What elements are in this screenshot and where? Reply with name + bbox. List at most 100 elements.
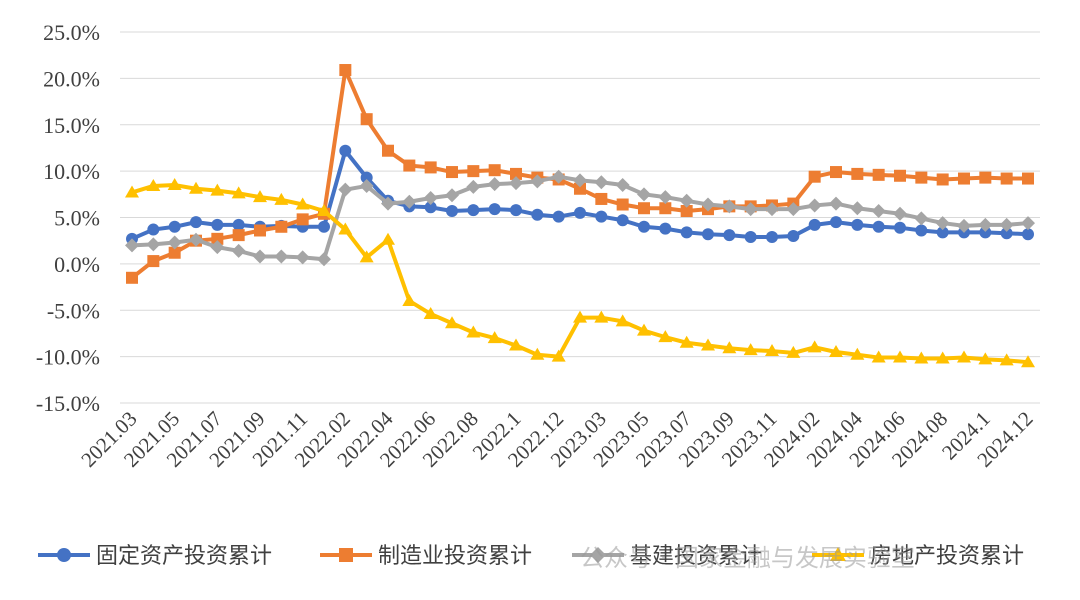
data-point (744, 230, 757, 243)
data-point (680, 226, 693, 239)
data-point (488, 164, 501, 177)
data-point (423, 306, 438, 319)
data-point (679, 193, 694, 208)
data-point (595, 210, 608, 223)
data-point (638, 220, 650, 233)
data-point (231, 186, 246, 199)
legend-label: 固定资产投资累计 (96, 544, 272, 569)
data-point (338, 182, 353, 197)
data-point (871, 204, 886, 219)
data-point (702, 228, 714, 241)
data-point (210, 183, 225, 196)
data-point (467, 165, 480, 178)
y-tick-label: -15.0% (36, 391, 100, 416)
data-point (722, 341, 737, 354)
data-point (637, 323, 651, 336)
data-point (1000, 172, 1013, 185)
data-point (594, 310, 609, 323)
data-point (638, 202, 650, 215)
data-point (574, 206, 586, 219)
legend-item: 制造业投资累计 (320, 544, 532, 569)
data-point (935, 216, 950, 231)
data-point (402, 293, 417, 306)
data-point (551, 349, 566, 362)
y-tick-label: -5.0% (47, 298, 100, 323)
series-line (131, 148, 1029, 241)
data-point (317, 204, 331, 217)
data-point (189, 232, 203, 247)
data-point (978, 352, 993, 365)
y-tick-label: 25.0% (43, 20, 100, 45)
data-point (253, 190, 267, 203)
data-point (126, 271, 138, 284)
data-point (339, 144, 352, 157)
data-point (999, 353, 1014, 366)
data-point (957, 350, 971, 363)
legend-label: 房地产投资累计 (870, 544, 1024, 569)
data-point (232, 218, 245, 231)
series-3 (125, 169, 1035, 267)
data-point (830, 216, 842, 229)
legend-label: 基建投资累计 (630, 544, 762, 569)
series-1 (126, 144, 1034, 245)
data-point (210, 240, 225, 255)
data-point (701, 338, 715, 351)
data-point (509, 176, 523, 191)
data-point (894, 169, 906, 182)
data-point (573, 173, 587, 188)
data-point (253, 249, 267, 264)
data-point (530, 174, 545, 189)
data-point (830, 547, 846, 561)
data-point (765, 344, 779, 357)
data-point (339, 548, 353, 562)
legend-item: 基建投资累计 (572, 544, 762, 569)
data-point (232, 229, 245, 242)
data-point (531, 208, 544, 221)
data-point (445, 316, 459, 329)
data-point (381, 232, 395, 245)
data-point (211, 218, 224, 231)
y-tick-label: 5.0% (54, 206, 100, 231)
series-2 (126, 64, 1034, 284)
data-point (615, 314, 630, 327)
data-point (466, 179, 481, 194)
data-point (423, 191, 438, 206)
data-point (488, 203, 501, 216)
data-point (978, 217, 993, 232)
data-point (743, 202, 758, 217)
data-point (359, 178, 374, 193)
data-point (872, 220, 885, 233)
series-group (125, 64, 1035, 368)
data-point (616, 198, 629, 211)
data-point (765, 202, 779, 217)
x-axis: 2021.032021.052021.072021.092021.112022.… (76, 406, 1037, 472)
data-point (146, 178, 161, 191)
data-point (190, 216, 202, 229)
data-point (999, 217, 1014, 232)
data-point (850, 201, 865, 216)
data-point (382, 144, 394, 157)
data-point (402, 194, 417, 209)
y-axis: 25.0% 20.0% 15.0% 10.0% 5.0% 0.0% -5.0% -10.0% -… (36, 20, 100, 416)
data-point (254, 224, 266, 237)
data-point (658, 330, 673, 343)
data-point (466, 325, 481, 338)
y-tick-label: 15.0% (43, 113, 100, 138)
data-point (1021, 355, 1035, 368)
data-point (424, 201, 437, 214)
data-point (1022, 228, 1034, 241)
data-point (808, 218, 821, 231)
data-point (915, 224, 928, 237)
data-point (701, 197, 715, 212)
data-point (146, 237, 161, 252)
data-point (637, 187, 651, 202)
data-point (530, 347, 545, 360)
data-point (318, 220, 330, 233)
data-point (957, 218, 971, 233)
data-point (893, 350, 907, 363)
data-point (807, 198, 822, 213)
data-point (125, 185, 139, 198)
data-point (743, 343, 758, 356)
data-point (295, 197, 310, 210)
